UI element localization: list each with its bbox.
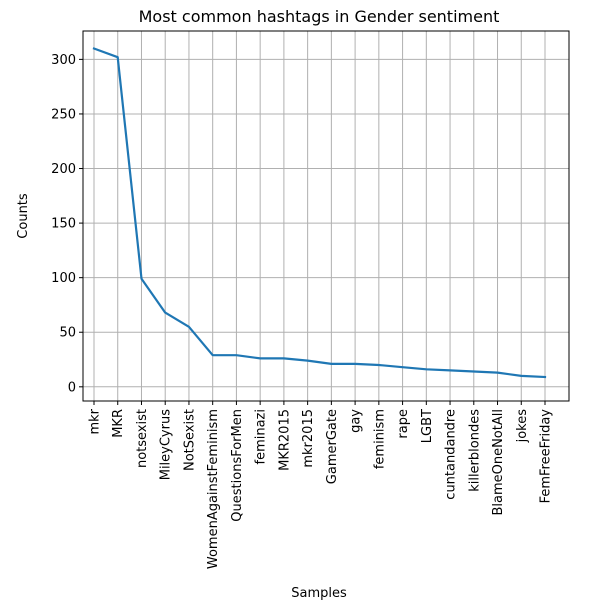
x-tick-label: MKR — [111, 409, 126, 438]
x-tick-label: MKR2015 — [277, 409, 292, 471]
series-line — [92, 47, 547, 379]
x-tick-label: notsexist — [135, 409, 150, 468]
data-point — [473, 371, 475, 373]
data-point — [378, 364, 380, 366]
y-tick-label: 0 — [68, 380, 76, 395]
y-tick-label: 250 — [51, 107, 76, 122]
x-tick-label: gay — [349, 409, 364, 433]
x-tick-label: feminism — [372, 409, 387, 469]
x-tick-label: mkr2015 — [301, 409, 316, 468]
data-point — [307, 360, 309, 362]
x-axis-label: Samples — [291, 586, 347, 601]
data-point — [235, 354, 237, 356]
data-point — [425, 368, 427, 370]
data-point — [259, 357, 261, 359]
x-tick-label: jokes — [515, 409, 530, 444]
x-tick-label: MileyCyrus — [159, 409, 174, 480]
grid-layer — [83, 31, 569, 401]
y-tick-label: 200 — [51, 162, 76, 177]
data-point — [544, 376, 546, 378]
x-tick-label: WomenAgainstFeminism — [206, 409, 221, 569]
y-tick-label: 50 — [59, 326, 76, 341]
x-tick-label: QuestionsForMen — [230, 409, 245, 522]
x-tick-label: mkr — [88, 408, 103, 434]
x-tick-label: cuntandandre — [444, 409, 459, 500]
y-tick-label: 150 — [51, 217, 76, 232]
data-point — [188, 326, 190, 328]
data-point — [164, 312, 166, 314]
data-point — [283, 357, 285, 359]
plot-frame — [82, 30, 570, 402]
data-point — [449, 369, 451, 371]
y-tick-layer: 0 50 100 150 200 250 300 — [51, 53, 83, 395]
data-point — [330, 363, 332, 365]
x-tick-label: BlameOneNotAll — [491, 409, 506, 516]
x-tick-label: killerblondes — [467, 409, 482, 492]
data-point — [117, 56, 119, 58]
data-point — [497, 372, 499, 374]
data-point — [140, 278, 142, 280]
x-tick-label: NotSexist — [182, 409, 197, 471]
y-axis-label: Counts — [16, 193, 31, 239]
series-layer — [92, 47, 547, 379]
x-tick-label: FemFreeFriday — [539, 409, 554, 504]
data-point — [402, 366, 404, 368]
data-point — [520, 375, 522, 377]
x-tick-label: GamerGate — [325, 409, 340, 484]
x-tick-layer: mkr MKR notsexist MileyCyrus NotSexist WomenA… — [88, 401, 554, 569]
data-point — [354, 363, 356, 365]
x-tick-label: rape — [396, 409, 411, 439]
y-tick-label: 300 — [51, 53, 76, 68]
y-tick-label: 100 — [51, 271, 76, 286]
data-point — [93, 47, 95, 49]
x-tick-label: LGBT — [420, 409, 435, 443]
chart-title: Most common hashtags in Gender sentiment — [139, 7, 500, 26]
x-tick-label: feminazi — [254, 409, 269, 465]
data-point — [212, 354, 214, 356]
